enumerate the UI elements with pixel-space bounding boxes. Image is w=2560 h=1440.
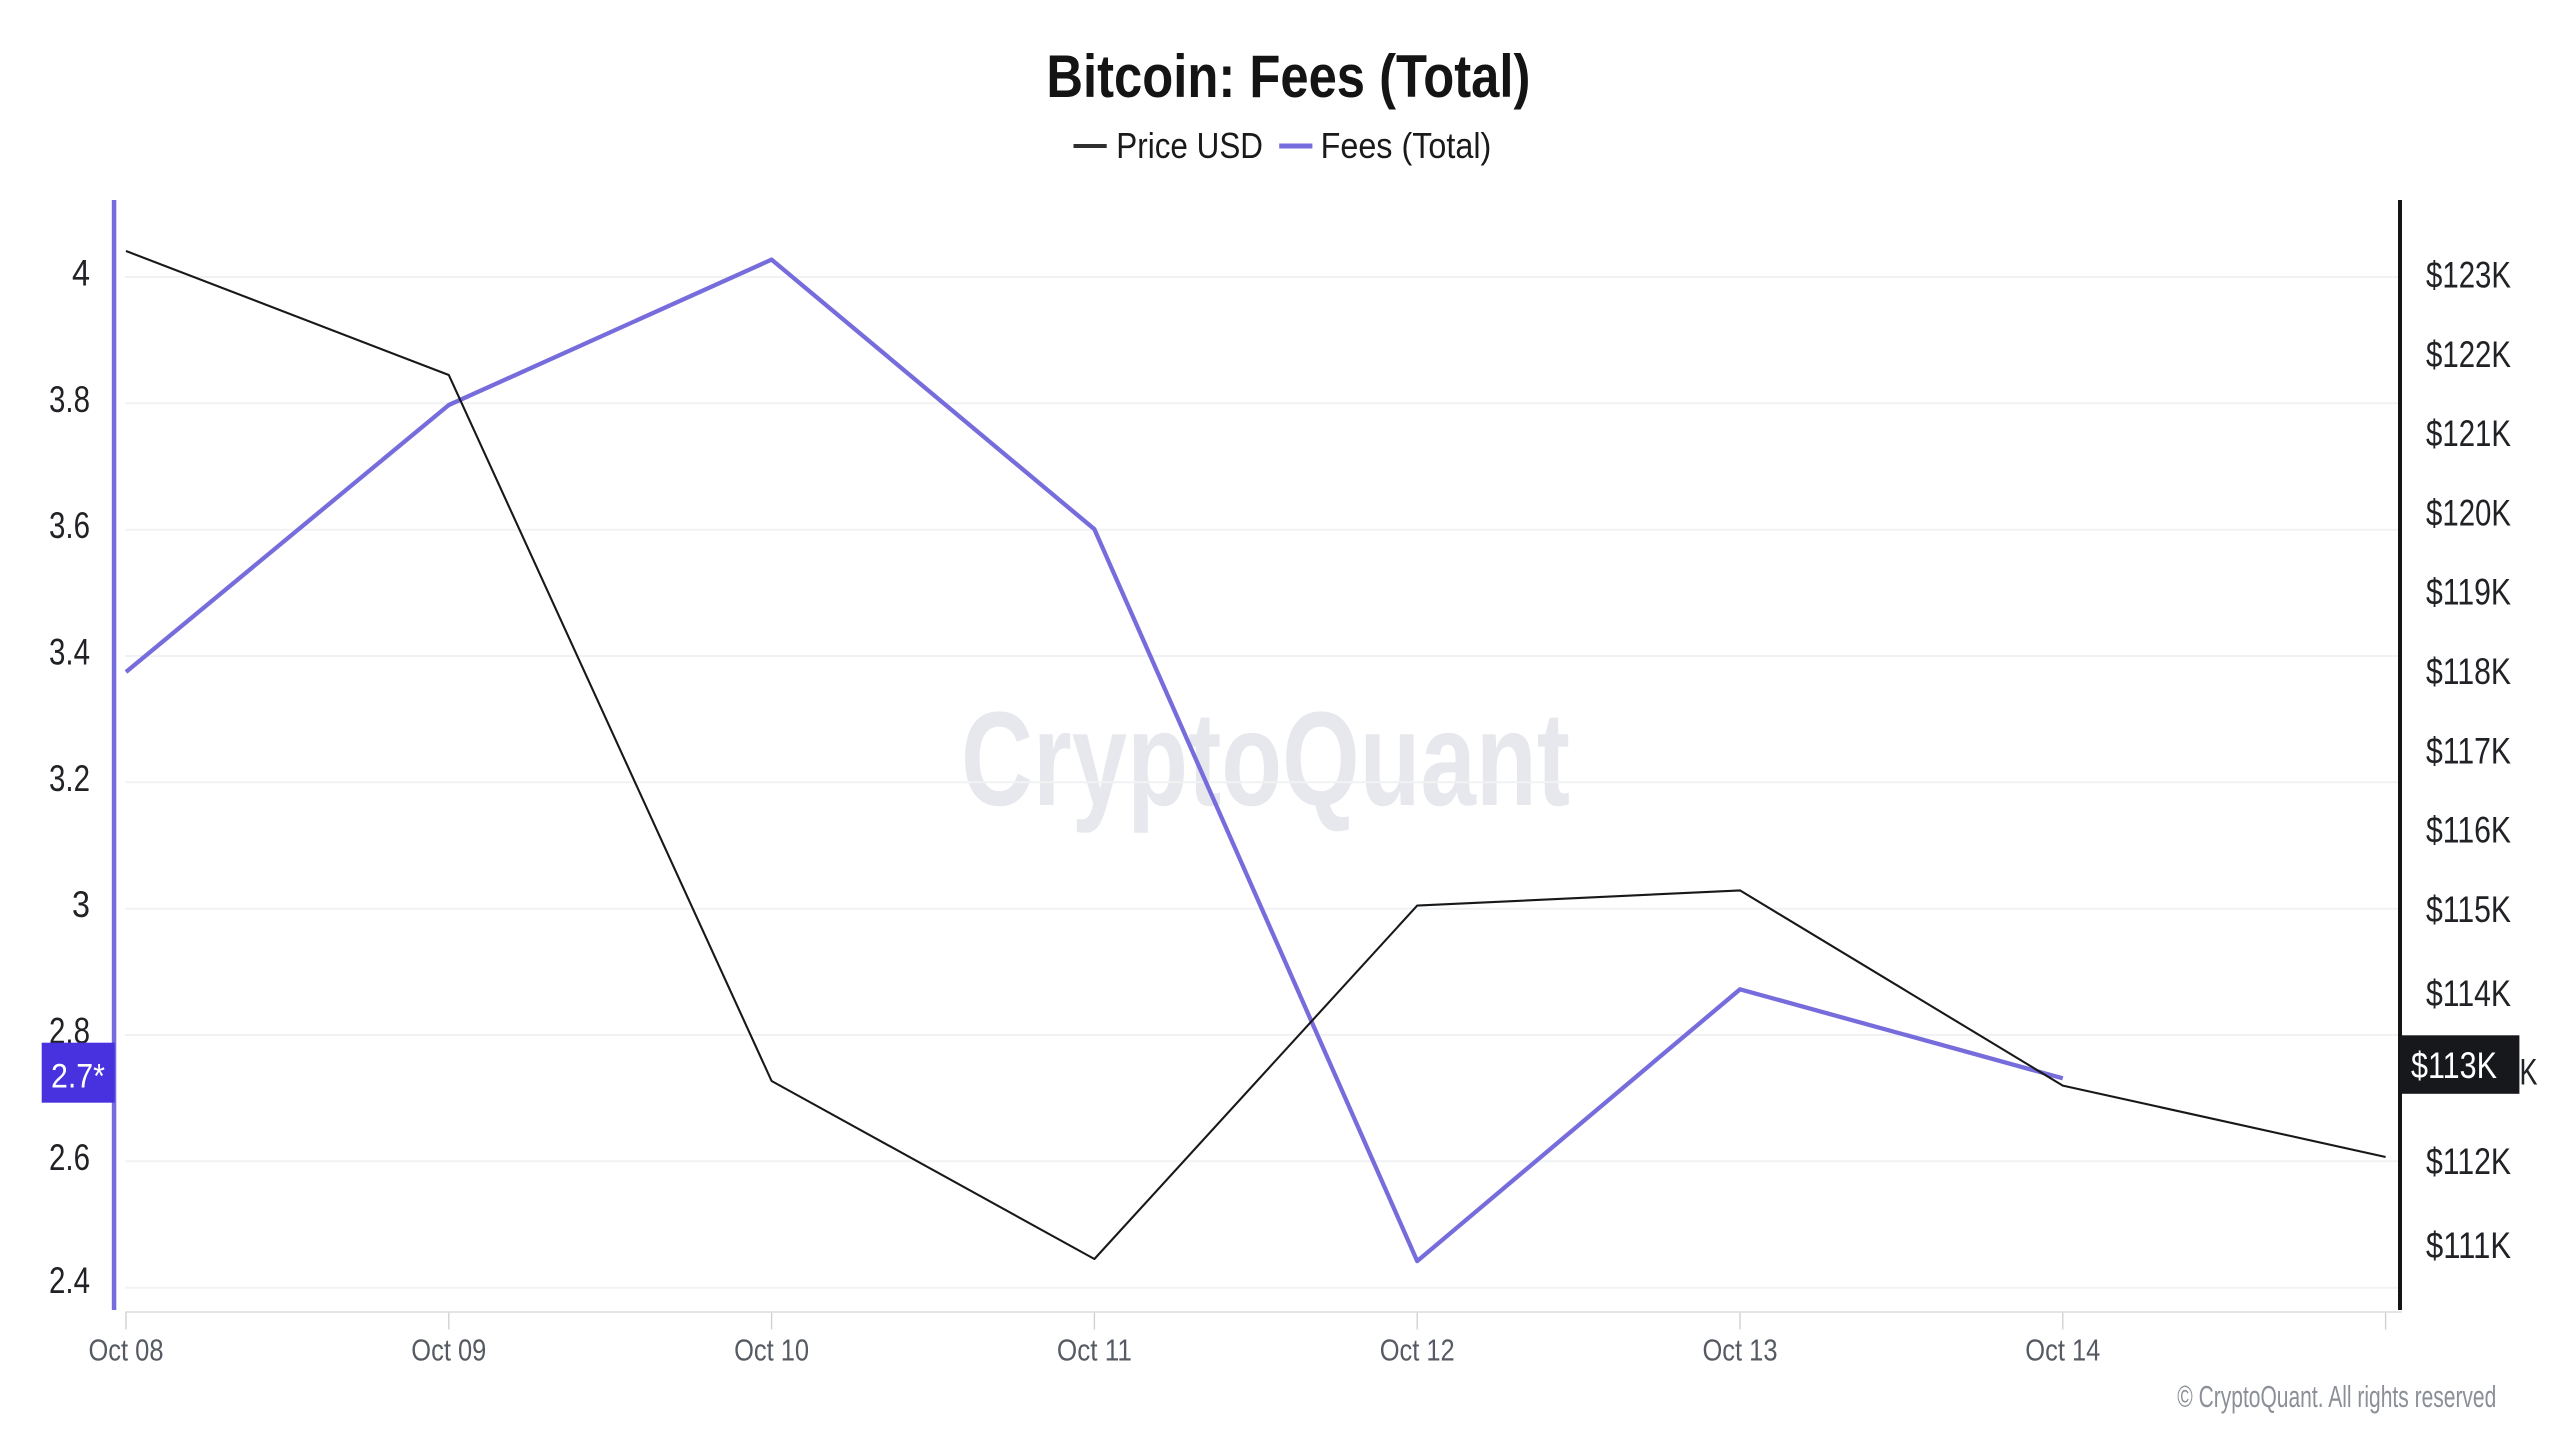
svg-text:$116K: $116K (2426, 810, 2511, 851)
svg-text:Oct 14: Oct 14 (2025, 1333, 2100, 1368)
svg-text:3.4: 3.4 (49, 632, 90, 673)
svg-text:$115K: $115K (2426, 889, 2511, 930)
svg-text:2.4: 2.4 (49, 1260, 90, 1301)
svg-text:$121K: $121K (2426, 413, 2511, 454)
svg-text:$120K: $120K (2426, 492, 2511, 533)
svg-text:Oct 11: Oct 11 (1057, 1333, 1132, 1368)
svg-text:$117K: $117K (2426, 730, 2511, 771)
svg-text:3.8: 3.8 (49, 379, 90, 420)
svg-text:$112K: $112K (2426, 1141, 2511, 1182)
svg-text:Bitcoin: Fees (Total): Bitcoin: Fees (Total) (1046, 43, 1530, 110)
svg-text:$118K: $118K (2426, 651, 2511, 692)
svg-text:$113K: $113K (2411, 1045, 2497, 1086)
svg-text:2.6: 2.6 (49, 1137, 90, 1178)
svg-text:3: 3 (72, 884, 90, 925)
svg-text:3.6: 3.6 (49, 505, 90, 546)
svg-text:$122K: $122K (2426, 334, 2511, 375)
svg-text:Price USD: Price USD (1116, 125, 1263, 166)
svg-text:Oct 13: Oct 13 (1703, 1333, 1778, 1368)
svg-text:$123K: $123K (2426, 255, 2511, 296)
svg-text:3.2: 3.2 (49, 758, 90, 799)
svg-text:Oct 08: Oct 08 (89, 1333, 164, 1368)
svg-text:2.7*: 2.7* (51, 1058, 105, 1096)
svg-text:Oct 12: Oct 12 (1380, 1333, 1455, 1368)
svg-text:CryptoQuant: CryptoQuant (961, 685, 1570, 834)
svg-text:Fees (Total): Fees (Total) (1321, 125, 1492, 166)
svg-text:Oct 10: Oct 10 (734, 1333, 809, 1368)
svg-text:Oct 09: Oct 09 (411, 1333, 486, 1368)
svg-text:© CryptoQuant. All rights rese: © CryptoQuant. All rights reserved (2177, 1379, 2496, 1414)
svg-text:$119K: $119K (2426, 572, 2511, 613)
svg-text:$114K: $114K (2426, 973, 2511, 1014)
svg-text:K: K (2520, 1052, 2538, 1093)
svg-text:4: 4 (72, 253, 90, 294)
svg-text:$111K: $111K (2426, 1225, 2511, 1266)
